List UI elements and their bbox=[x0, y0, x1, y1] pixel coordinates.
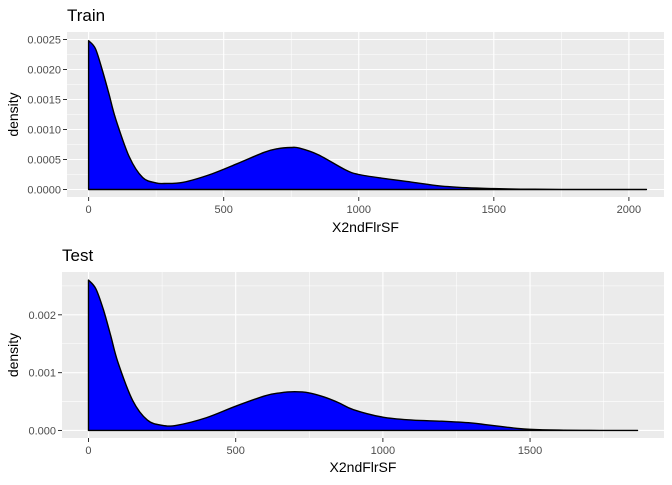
test-y-tick-label: 0.000 bbox=[28, 425, 56, 437]
train-y-tick-label: 0.0005 bbox=[27, 155, 61, 167]
train-x-tick-label: 2000 bbox=[617, 204, 641, 216]
test-axes: 0 500 1000 1500 0.000 0.001 0.002 bbox=[28, 310, 542, 457]
train-x-tick-label: 500 bbox=[214, 204, 232, 216]
train-density-area bbox=[87, 40, 648, 191]
train-y-tick-label: 0.0015 bbox=[27, 95, 61, 107]
test-title: Test bbox=[62, 246, 93, 265]
train-x-tick-label: 1500 bbox=[482, 204, 506, 216]
train-y-axis-title: density bbox=[5, 92, 21, 136]
train-x-axis-title: X2ndFlrSF bbox=[332, 219, 399, 235]
test-x-tick-label: 1000 bbox=[371, 445, 395, 457]
train-y-tick-label: 0.0020 bbox=[27, 65, 61, 77]
test-x-axis-title: X2ndFlrSF bbox=[330, 459, 397, 475]
test-chart: Test 0 500 1000 1500 0.000 0.001 0.002 X2ndFlr… bbox=[5, 246, 664, 475]
train-chart: Train 0 500 1000 1500 2000 0.0000 0.0005 0.0010… bbox=[5, 6, 664, 235]
test-x-tick-label: 0 bbox=[85, 445, 91, 457]
train-x-tick-label: 0 bbox=[86, 204, 92, 216]
test-y-tick-label: 0.001 bbox=[28, 368, 56, 380]
train-y-tick-label: 0.0000 bbox=[27, 185, 61, 197]
train-y-tick-label: 0.0010 bbox=[27, 125, 61, 137]
train-title: Train bbox=[67, 6, 105, 25]
train-y-tick-label: 0.0025 bbox=[27, 35, 61, 47]
test-x-tick-label: 1500 bbox=[518, 445, 542, 457]
test-y-axis-title: density bbox=[5, 333, 21, 377]
train-axes: 0 500 1000 1500 2000 0.0000 0.0005 0.0010 0.0015… bbox=[27, 35, 641, 217]
test-x-tick-label: 500 bbox=[227, 445, 245, 457]
test-density-area bbox=[87, 279, 639, 432]
test-y-tick-label: 0.002 bbox=[28, 310, 56, 322]
train-x-tick-label: 1000 bbox=[347, 204, 371, 216]
